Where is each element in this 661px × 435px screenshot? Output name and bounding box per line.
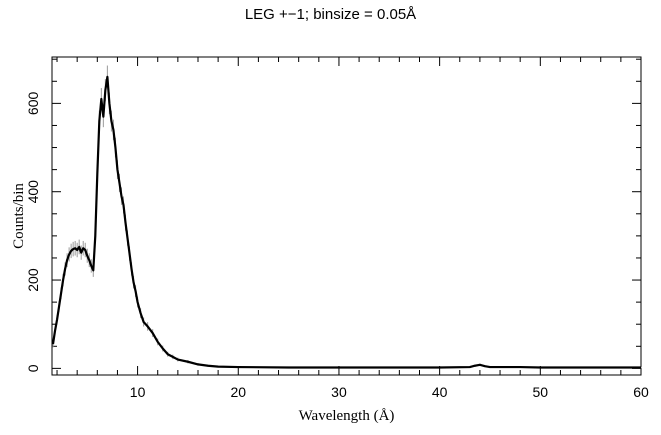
chart-title: LEG +−1; binsize = 0.05Å	[244, 6, 417, 23]
error-band	[52, 65, 642, 369]
x-tick-label: 10	[130, 384, 146, 400]
x-tick-label: 30	[331, 384, 347, 400]
y-tick-label: 200	[25, 268, 41, 292]
x-axis-label: Wavelength (Å)	[299, 408, 395, 424]
y-tick-label: 400	[25, 180, 41, 204]
x-tick-label: 40	[432, 384, 448, 400]
plot-frame	[51, 56, 642, 376]
y-tick-label: 0	[25, 364, 41, 372]
x-axis: 10 20 30 40 50 60	[56, 57, 649, 400]
y-tick-label: 600	[25, 91, 41, 115]
y-axis: 0 200 400 600	[25, 58, 641, 372]
x-tick-label: 60	[633, 384, 649, 400]
spectrum-line	[51, 75, 641, 369]
y-axis-label: Counts/bin	[11, 183, 27, 249]
x-tick-label: 20	[230, 384, 246, 400]
x-tick-label: 50	[533, 384, 549, 400]
